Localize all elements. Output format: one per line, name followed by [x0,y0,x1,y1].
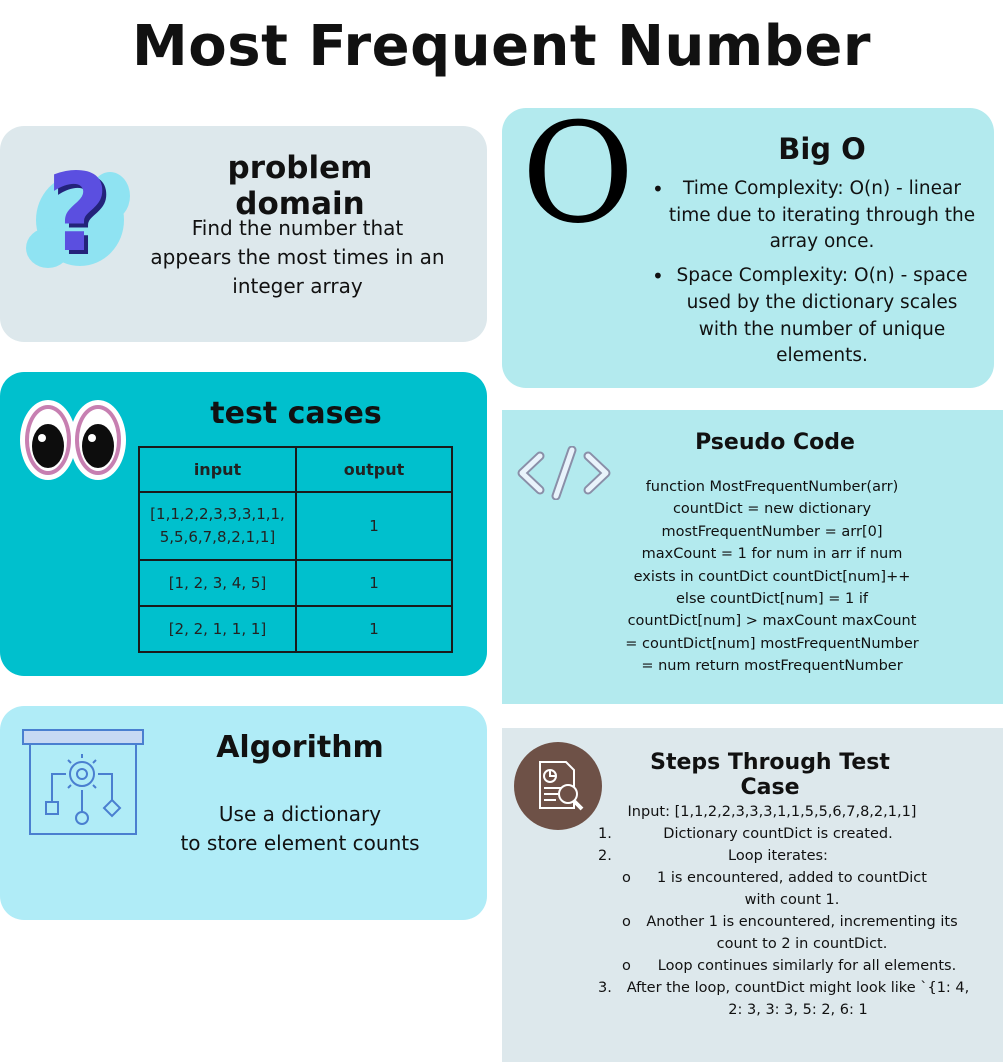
list-item-text: 1 is encountered, added to countDict wit… [657,870,927,908]
input-cell-text: [1,1,2,2,3,3,3,1,1,5,5,6,7,8,2,1,1] [150,505,285,546]
svg-text:?: ? [51,155,114,278]
list-item: 2. Loop iterates: [598,846,998,868]
input-cell: [1,1,2,2,3,3,3,1,1,5,5,6,7,8,2,1,1] [138,491,297,561]
svg-text:?: ? [47,151,110,276]
pseudo-code-text: function MostFrequentNumber(arr) countDi… [625,479,919,675]
complexity-list: Time Complexity: O(n) - linear time due … [642,176,982,377]
time-complexity-item: Time Complexity: O(n) - linear time due … [642,176,982,256]
list-item-text: After the loop, countDict might look lik… [626,980,970,1018]
output-cell: 1 [295,491,453,561]
list-item: o Another 1 is encountered, incrementing… [622,912,982,956]
list-marker: 2. [598,848,612,864]
column-header-input: input [138,446,297,493]
table-header-row: input output [138,446,453,493]
pseudo-code-card: Pseudo Code function MostFrequentNumber(… [502,410,1003,704]
test-cases-heading: test cases [210,396,382,431]
question-mark-icon: ? ? [18,148,134,280]
table-row: [2, 2, 1, 1, 1] 1 [138,605,453,653]
report-magnifier-icon [514,742,602,830]
list-item: o Loop continues similarly for all eleme… [622,956,982,978]
output-cell: 1 [295,559,453,607]
list-marker: o [622,914,631,930]
table-row: [1, 2, 3, 4, 5] 1 [138,559,453,607]
list-item: o 1 is encountered, added to countDict w… [622,868,982,912]
steps-heading: Steps Through Test Case [650,750,890,800]
input-cell: [1, 2, 3, 4, 5] [138,559,297,607]
list-marker: 3. [598,980,612,996]
problem-domain-text: Find the number that appears the most ti… [150,216,445,298]
list-item-text: Loop iterates: [728,848,828,864]
table-row: [1,1,2,2,3,3,3,1,1,5,5,6,7,8,2,1,1] 1 [138,491,453,561]
output-cell: 1 [295,605,453,653]
input-cell: [2, 2, 1, 1, 1] [138,605,297,653]
steps-card: Steps Through Test Case Input: [1,1,2,2,… [502,728,1003,1062]
algorithm-line-1: Use a dictionary [218,802,382,826]
test-cases-card: test cases input output [1,1,2,2,3,3,3,1… [0,372,487,676]
list-item: 1. Dictionary countDict is created. [598,824,998,846]
list-item-text: Loop continues similarly for all element… [657,958,957,974]
problem-domain-card: ? ? problem domain Find the number that … [0,126,487,342]
list-marker: 1. [598,826,612,842]
test-cases-table: input output [1,1,2,2,3,3,3,1,1,5,5,6,7,… [138,446,453,653]
list-item: 3. After the loop, countDict might look … [598,978,998,1022]
problem-domain-heading: problem domain [227,150,373,222]
space-complexity-item: Space Complexity: O(n) - space used by t… [642,263,982,370]
code-brackets-icon [514,445,614,501]
algorithm-heading: Algorithm [216,730,384,765]
algorithm-text: Use a dictionary to store element counts [150,800,450,858]
algorithm-line-2: to store element counts [180,831,420,855]
column-header-output: output [295,446,453,493]
steps-input-line: Input: [1,1,2,2,3,3,3,1,1,5,5,6,7,8,2,1,… [627,804,917,820]
big-o-card: O Big O Time Complexity: O(n) - linear t… [502,104,994,388]
list-item-text: Dictionary countDict is created. [663,826,893,842]
workflow-gear-icon [22,728,144,838]
big-o-heading: Big O [778,132,866,166]
list-item-text: Another 1 is encountered, incrementing i… [646,914,958,952]
page-title: Most Frequent Number [132,14,871,79]
eyes-icon [18,398,128,482]
list-marker: o [622,870,631,886]
big-o-symbol: O [521,93,635,254]
algorithm-card: Algorithm Use a dictionary to store elem… [0,706,487,920]
list-marker: o [622,958,631,974]
pseudo-code-heading: Pseudo Code [695,430,855,455]
